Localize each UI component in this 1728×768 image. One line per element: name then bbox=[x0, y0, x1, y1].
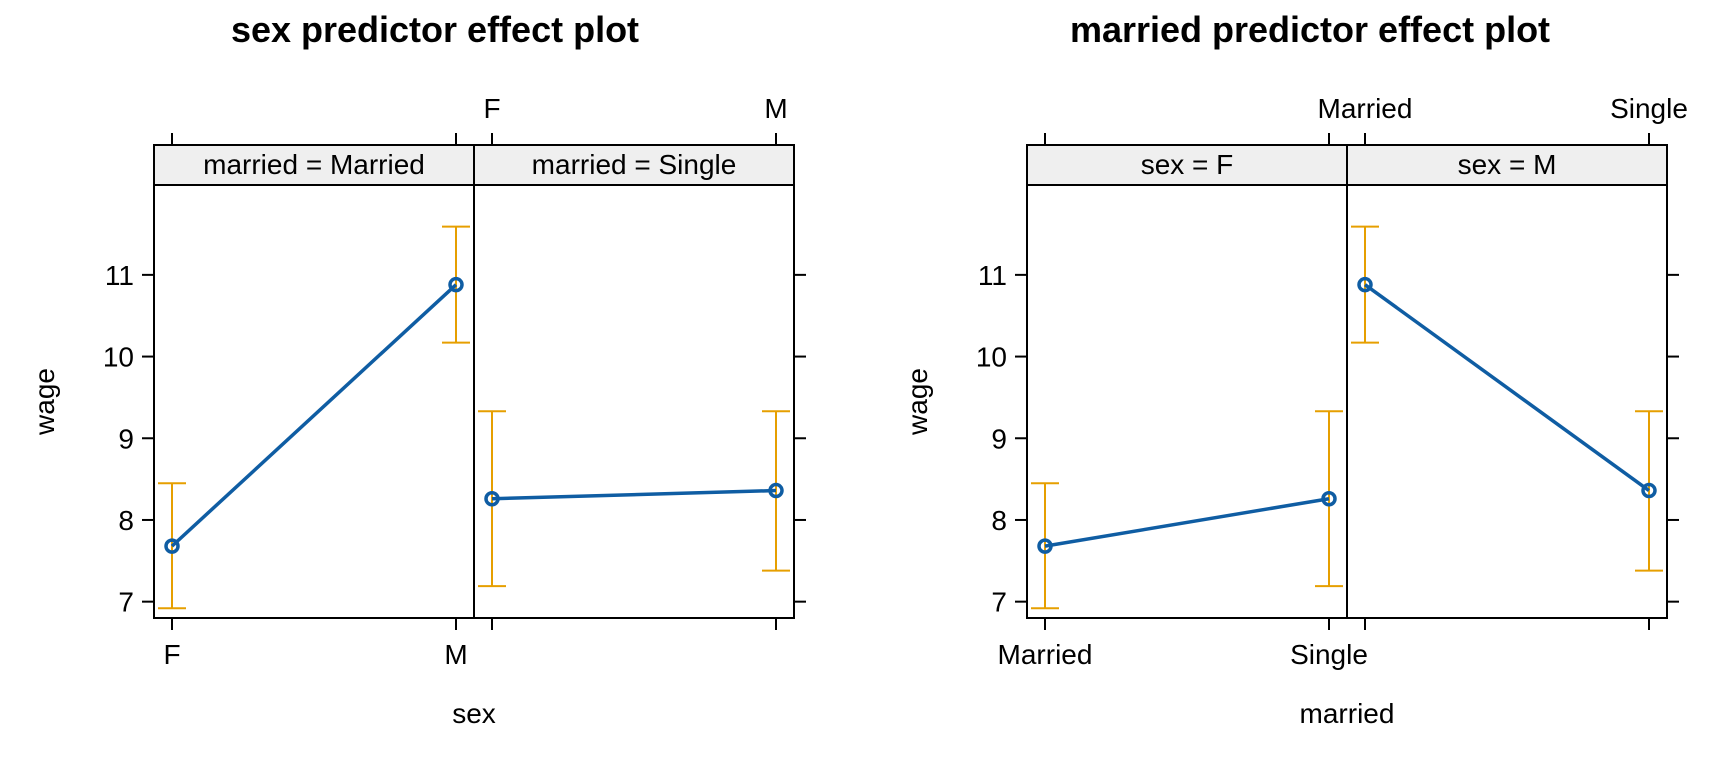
effect-point bbox=[484, 490, 500, 507]
chart-title: sex predictor effect plot bbox=[231, 9, 639, 50]
y-tick-label: 10 bbox=[976, 342, 1007, 373]
y-tick-label: 8 bbox=[991, 505, 1007, 536]
effect-point bbox=[1037, 538, 1053, 554]
chart-2: married predictor effect plot sex = F Marr… bbox=[902, 9, 1688, 729]
effect-point bbox=[1321, 490, 1337, 507]
effect-line bbox=[1044, 496, 1330, 548]
panel-strip-label: sex = F bbox=[1141, 149, 1234, 180]
panel-strip-label: married = Married bbox=[203, 149, 425, 180]
panel-strip bbox=[1346, 144, 1668, 186]
panel-strip-label: sex = M bbox=[1458, 149, 1557, 180]
panel-2: sex = M Married Single bbox=[1318, 93, 1688, 630]
panel-1: married = Married F M bbox=[153, 133, 475, 670]
panel-strip bbox=[473, 144, 795, 186]
x-tick-label: Single bbox=[1610, 93, 1688, 124]
x-tick-label: F bbox=[163, 639, 180, 670]
chart-1: sex predictor effect plot married = Marri… bbox=[29, 9, 806, 729]
y-axis-label: wage bbox=[902, 368, 933, 436]
panel-2: married = Single F M bbox=[473, 93, 795, 630]
x-axis-label: sex bbox=[452, 698, 496, 729]
effect-point bbox=[1357, 276, 1373, 293]
x-tick-label: Married bbox=[1318, 93, 1413, 124]
effect-point bbox=[164, 538, 180, 554]
y-tick-label: 7 bbox=[991, 587, 1007, 618]
y-tick-label: 10 bbox=[103, 342, 134, 373]
effect-point bbox=[1641, 482, 1657, 499]
y-tick-label: 8 bbox=[118, 505, 134, 536]
y-tick-label: 9 bbox=[991, 423, 1007, 454]
y-tick-label: 11 bbox=[978, 260, 1007, 291]
x-tick-label: F bbox=[483, 93, 500, 124]
panel-frame bbox=[1346, 184, 1668, 619]
panel-1: sex = F Married Single bbox=[998, 133, 1368, 670]
y-tick-label: 11 bbox=[105, 260, 134, 291]
panel-frame bbox=[473, 184, 795, 619]
effect-line bbox=[1363, 283, 1651, 492]
x-tick-label: Married bbox=[998, 639, 1093, 670]
effect-point bbox=[448, 276, 464, 293]
x-tick-label: Single bbox=[1290, 639, 1368, 670]
confidence-interval bbox=[1635, 410, 1663, 572]
effect-line bbox=[491, 488, 777, 501]
panel-frame bbox=[153, 184, 475, 619]
y-axis-label: wage bbox=[29, 368, 60, 436]
x-tick-label: M bbox=[764, 93, 787, 124]
effect-line bbox=[170, 283, 458, 548]
panel-frame bbox=[1026, 184, 1348, 619]
effect-point bbox=[768, 482, 784, 499]
panel-strip-label: married = Single bbox=[532, 149, 737, 180]
panel-strip bbox=[153, 144, 475, 186]
x-tick-label: M bbox=[444, 639, 467, 670]
chart-title: married predictor effect plot bbox=[1070, 9, 1550, 50]
y-tick-label: 7 bbox=[118, 587, 134, 618]
x-axis-label: married bbox=[1300, 698, 1395, 729]
y-tick-label: 9 bbox=[118, 423, 134, 454]
